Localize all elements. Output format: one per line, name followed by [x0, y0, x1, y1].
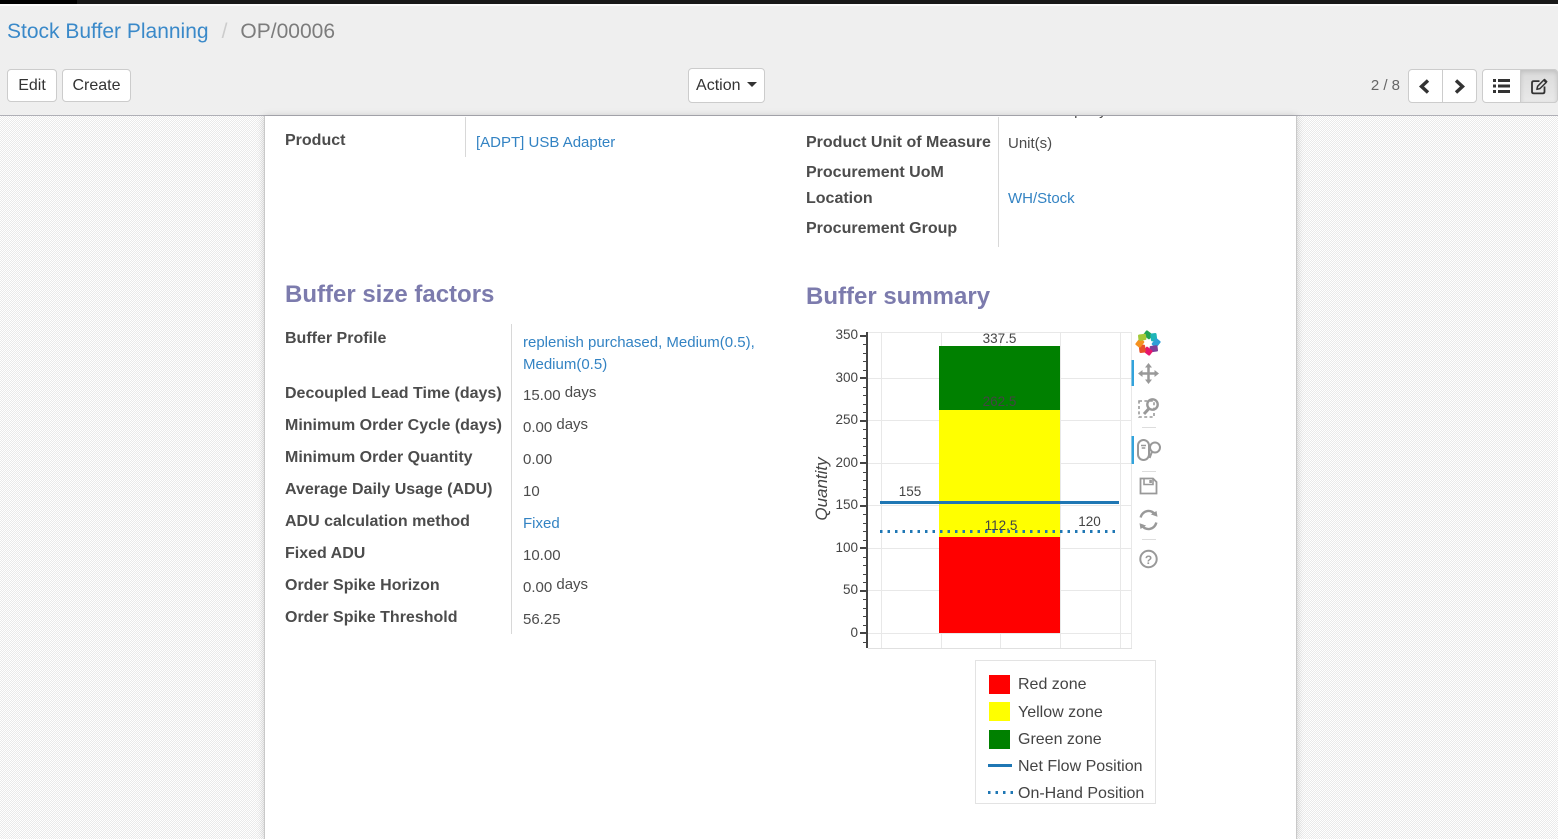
svg-text:?: ? [1145, 553, 1152, 567]
